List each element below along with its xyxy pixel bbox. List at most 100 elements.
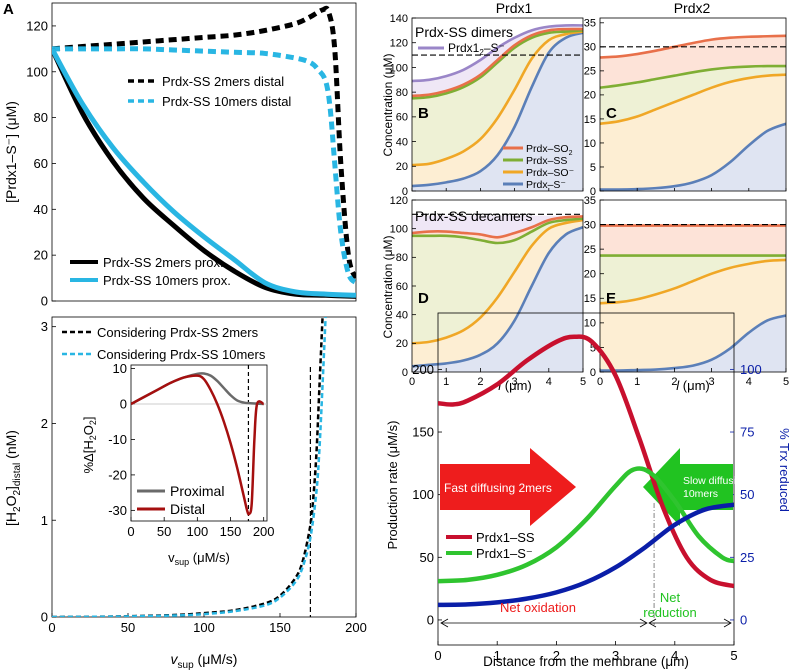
- y-tick-label: 200: [412, 362, 434, 377]
- panel-d-title: Prdx-SS decamers: [415, 208, 532, 224]
- area-fill-Prdx–SO2: [600, 225, 786, 256]
- x-tick-label: 0: [434, 648, 441, 663]
- y-tick-label: 20: [584, 269, 596, 281]
- arrow-slow-diffusing-label-2: 10mers: [683, 488, 718, 500]
- panel-e: 0 5 10 15 20 25 30 35 0 1 2 3 4 5: [584, 195, 789, 388]
- x-tick-label: 150: [220, 524, 242, 539]
- x-tick-label: 50: [121, 620, 135, 635]
- x-tick-label: 2: [553, 648, 560, 663]
- column-title-prdx1: Prdx1: [496, 0, 533, 16]
- y-tick-label: 40: [396, 136, 408, 148]
- y-tick-label: 20: [396, 161, 408, 173]
- x-tick-label: 100: [193, 620, 215, 635]
- x-tick-label: 50: [157, 524, 171, 539]
- x-tick-label: 0: [597, 376, 603, 388]
- y-tick-label: 60: [34, 156, 48, 171]
- x-tick-label: 4: [671, 648, 678, 663]
- y-tick-label: 120: [390, 38, 408, 50]
- x-tick-label: 150: [269, 620, 291, 635]
- y-tick-label: 0: [427, 612, 434, 627]
- area-fill-Prdx–SO⁻: [412, 31, 583, 187]
- y-tick-label: 0: [41, 294, 48, 309]
- panel-f-ylabel-right: % Trx reduced: [777, 428, 789, 512]
- area-fill-Prdx1₂–S⁻: [412, 25, 583, 96]
- x-tick-label: 3: [612, 648, 619, 663]
- panel-b-title: Prdx-SS dimers: [415, 24, 513, 40]
- y-tick-label: 10: [584, 318, 596, 330]
- series-line-0: [438, 334, 734, 589]
- panel-d: 0 20 40 60 80 100 120 0 1 2 3 4 5: [390, 195, 586, 388]
- area-line-Prdx–S⁻: [600, 314, 786, 372]
- area-fill-Prdx–S⁻: [412, 227, 583, 372]
- series-line-1: [52, 46, 356, 285]
- y-tick-label: 25: [584, 66, 596, 78]
- area-line-Prdx–SO2: [600, 34, 786, 59]
- y-tick-label: 30: [584, 42, 596, 54]
- area-line-Prdx–S⁻: [600, 122, 786, 191]
- net-reduction-label-1: Net: [660, 590, 681, 605]
- area-line-Prdx–S⁻: [412, 226, 583, 368]
- series-line-3: [52, 47, 356, 298]
- arrow-slow-diffusing-label-1: Slow diffusing: [683, 475, 748, 487]
- area-line-Prdx–SO⁻: [412, 218, 583, 345]
- legend-label-prdx1-s: Prdx1–S⁻: [476, 546, 533, 561]
- y-tick-label: 10: [113, 361, 127, 376]
- area-fill-Prdx–S⁻: [600, 315, 786, 372]
- area-fill-Prdx–SO2: [600, 35, 786, 88]
- panel-b: 0 20 40 60 80 100 120 140: [390, 13, 584, 198]
- arrow-fast-diffusing-label: Fast diffusing 2mers: [444, 481, 552, 495]
- panel-f-frame: [437, 312, 735, 646]
- x-tick-label: 5: [580, 376, 586, 388]
- panel-a-inset-series: [131, 365, 267, 521]
- legend-label-so: Prdx–SO⁻: [526, 167, 575, 179]
- y-tick-label: 60: [396, 112, 408, 124]
- x-tick-label: 200: [345, 620, 367, 635]
- area-line-Prdx–SO2: [412, 215, 583, 239]
- series-line-1: [438, 466, 734, 584]
- y-tick-label: 35: [584, 18, 596, 30]
- panel-letter-e: E: [606, 290, 616, 307]
- y-tick-label: 50: [420, 550, 434, 565]
- y-tick-label: 140: [390, 13, 408, 25]
- y-tick-label: 1: [41, 513, 48, 528]
- y-tick-label: 40: [396, 310, 408, 322]
- y-tick-label: 0: [402, 367, 408, 379]
- area-fill-Prdx–SS: [412, 30, 583, 166]
- y-tick-label: 100: [26, 64, 48, 79]
- x-tick-label: 4: [746, 376, 752, 388]
- y-tick-label: 80: [396, 87, 408, 99]
- area-line-Prdx–SO2: [412, 27, 583, 98]
- x-tick-label: 2: [477, 376, 483, 388]
- area-line-Prdx–SO⁻: [600, 73, 786, 126]
- y-tick-label: -30: [108, 503, 127, 518]
- panel-a-top-ylabel: [Prdx1–S⁻] (μM): [3, 101, 19, 203]
- net-reduction-arrowhead-right: [723, 618, 732, 628]
- legend-label-so2: Prdx–SO2: [526, 143, 573, 157]
- y-tick-label: 100: [390, 224, 408, 236]
- y-tick-label: 5: [590, 342, 596, 354]
- area-line-Prdx–SS: [412, 29, 583, 100]
- x-tick-label: 0: [127, 524, 134, 539]
- panel-a-top-y-ticks: 0 20 40 60 80 100 120: [26, 18, 56, 309]
- x-tick-label: 200: [253, 524, 275, 539]
- y-tick-label: 5: [590, 162, 596, 174]
- arrow-fast-diffusing: [440, 448, 576, 526]
- y-tick-label: 100: [390, 62, 408, 74]
- panel-a-top-frame: [51, 2, 357, 302]
- area-fill-Prdx–S⁻: [600, 123, 786, 191]
- series-line-2: [438, 502, 734, 608]
- panel-a-inset: 100-10-20-300 50 100 150 200 %Δ[H2O2] vsup (…: [81, 361, 275, 567]
- y-tick-label: -20: [108, 467, 127, 482]
- area-fill-Prdx–SS: [412, 218, 583, 344]
- x-tick-label: 0: [409, 376, 415, 388]
- net-reduction-arrowhead-left: [648, 618, 657, 628]
- area-fill-Prdx–SO⁻: [600, 259, 786, 371]
- panel-letter-b: B: [418, 105, 429, 122]
- x-tick-label: 0: [48, 620, 55, 635]
- series-line-1: [52, 317, 327, 617]
- legend-label-ss: Prdx–SS: [526, 155, 567, 167]
- y-tick-label: 30: [584, 219, 596, 231]
- legend-label-10mers-prox: Prdx-SS 10mers prox.: [103, 273, 231, 288]
